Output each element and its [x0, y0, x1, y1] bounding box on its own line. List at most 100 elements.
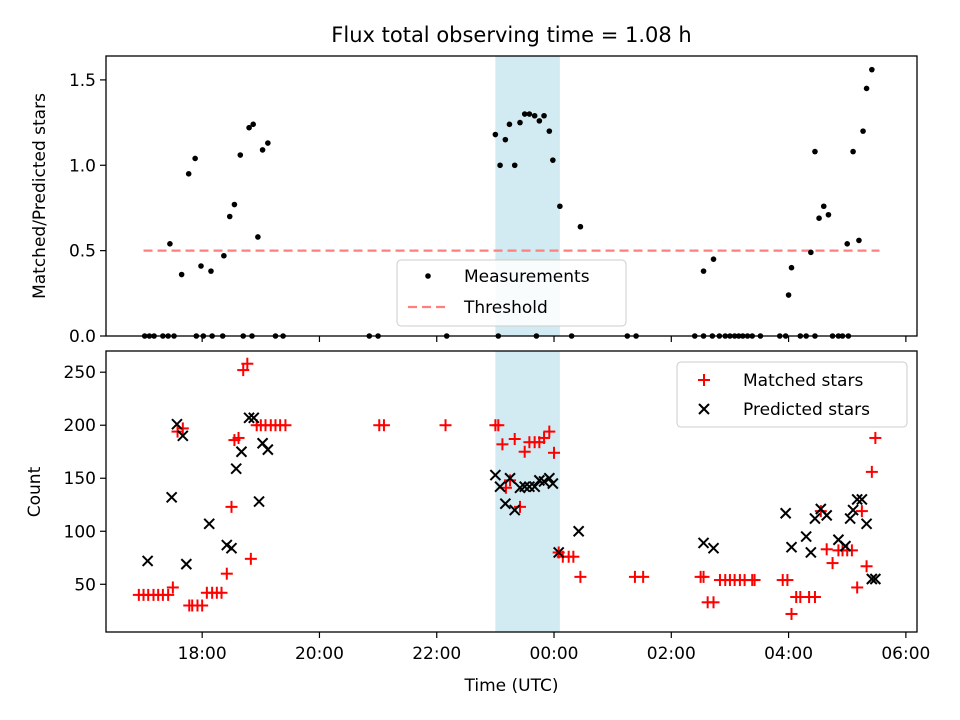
- x-tick-label: 04:00: [764, 644, 813, 664]
- predicted-star-points: [141, 412, 882, 585]
- matched-star-point: [785, 607, 798, 620]
- matched-star-point: [162, 588, 175, 601]
- predicted-star-point: [844, 512, 856, 525]
- predicted-star-point: [262, 443, 274, 456]
- measurement-point: [788, 264, 795, 271]
- measurement-point: [785, 292, 792, 298]
- measurement-point: [178, 271, 185, 278]
- matched-star-point: [851, 581, 864, 594]
- bottom-y-tick-label: 50: [74, 575, 96, 595]
- matched-star-point: [538, 431, 551, 444]
- matched-star-point: [574, 570, 587, 583]
- predicted-star-point: [177, 430, 189, 442]
- measurement-point: [531, 112, 538, 119]
- top-axis-ticks: 0.0 0.5 1.0 1.5: [69, 71, 907, 347]
- bottom-y-tick-label: 100: [64, 522, 96, 542]
- measurement-point: [497, 162, 503, 169]
- measurement-point: [550, 157, 556, 163]
- predicted-star-point: [141, 555, 154, 567]
- matched-star-point: [820, 543, 833, 556]
- legend-measurements-label: Measurements: [464, 267, 590, 287]
- matched-star-point: [496, 438, 509, 451]
- top-axes-frame: [105, 55, 918, 337]
- x-tick-label: 02:00: [647, 644, 696, 664]
- measurement-point: [860, 128, 866, 134]
- predicted-star-point: [785, 541, 798, 553]
- predicted-star-point: [509, 504, 521, 516]
- measurement-point: [812, 148, 818, 155]
- measurement-point: [506, 121, 513, 128]
- matched-star-point: [845, 544, 858, 557]
- measurement-point: [546, 128, 553, 134]
- matched-star-point: [232, 431, 245, 444]
- bottom-panel: 50 100 150 200 250 18:00 20:00 22:00 00:00 02:00 0…: [25, 350, 931, 696]
- measurement-point: [208, 268, 214, 274]
- matched-star-point: [697, 570, 710, 583]
- predicted-star-point: [248, 412, 260, 424]
- bottom-axis-ticks: 50 100 150 200 250 18:00 20:00 22:00 00:00 02:00 0…: [64, 363, 931, 664]
- measurement-point: [850, 148, 856, 155]
- bottom-axes-frame: [105, 350, 918, 633]
- top-legend-box: [396, 259, 627, 327]
- matched-star-point: [543, 425, 556, 438]
- matched-star-point: [220, 567, 233, 580]
- predicted-star-point: [494, 481, 506, 493]
- bottom-y-tick-label: 250: [64, 363, 96, 383]
- matched-star-point: [504, 474, 517, 487]
- matched-star-point: [176, 422, 189, 435]
- matched-star-point: [781, 574, 794, 587]
- matched-star-point: [439, 419, 452, 432]
- legend-predicted-label: Predicted stars: [743, 400, 870, 420]
- top-legend: Measurements Threshold: [396, 259, 627, 327]
- matched-star-point: [244, 552, 257, 565]
- matched-star-point: [860, 560, 873, 573]
- legend-threshold-label: Threshold: [463, 298, 548, 318]
- x-tick-label: 06:00: [881, 644, 930, 664]
- bottom-legend-box: [676, 361, 908, 428]
- predicted-star-point: [203, 518, 215, 530]
- top-y-axis-label: Matched/Predicted stars: [30, 93, 50, 299]
- legend-matched-marker: [698, 374, 710, 386]
- predicted-star-point: [707, 542, 720, 554]
- matched-star-point: [508, 433, 521, 446]
- measurement-point: [265, 140, 271, 146]
- predicted-star-point: [839, 540, 852, 552]
- bottom-y-tick-label: 150: [64, 469, 96, 489]
- predicted-star-point: [504, 472, 516, 484]
- predicted-star-point: [869, 573, 882, 585]
- predicted-star-point: [697, 537, 710, 549]
- x-tick-label: 18:00: [178, 644, 227, 664]
- predicted-star-point: [809, 512, 821, 525]
- predicted-star-point: [171, 418, 183, 430]
- measurement-point: [492, 131, 499, 138]
- measurement-point: [226, 213, 233, 220]
- predicted-star-point: [851, 493, 863, 506]
- predicted-star-point: [489, 469, 502, 481]
- measurement-point: [536, 118, 543, 124]
- x-tick-label: 20:00: [295, 644, 344, 664]
- matched-star-point: [237, 364, 250, 377]
- matched-star-point: [567, 550, 580, 563]
- measurement-point: [863, 85, 870, 92]
- legend-predicted-marker: [698, 403, 710, 415]
- measurement-point: [521, 111, 528, 117]
- matched-star-point: [707, 596, 720, 609]
- measurement-point: [198, 263, 204, 269]
- matched-star-point: [492, 419, 505, 432]
- measurement-point: [259, 147, 266, 153]
- predicted-star-point: [165, 491, 178, 504]
- bottom-y-tick-label: 200: [64, 416, 96, 436]
- predicted-star-point: [866, 573, 878, 585]
- matched-star-point: [855, 505, 868, 518]
- matched-star-point: [748, 574, 761, 587]
- measurement-point: [517, 119, 523, 126]
- matched-star-point: [196, 599, 209, 612]
- predicted-star-point: [180, 558, 193, 570]
- predicted-star-point: [518, 481, 531, 493]
- top-y-tick-label: 0.0: [69, 327, 96, 347]
- measurement-point: [844, 241, 851, 247]
- matched-star-point: [518, 445, 531, 458]
- matched-star-point: [166, 581, 179, 594]
- predicted-star-point: [253, 495, 265, 508]
